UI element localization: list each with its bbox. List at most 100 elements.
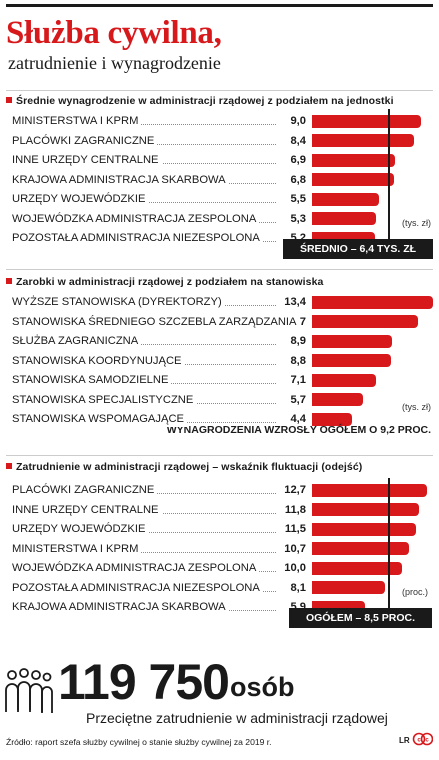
bar-row: URZĘDY WOJEWÓDZKIE 5,5 [12,191,306,207]
category-label: KRAJOWA ADMINISTRACJA SKARBOWA [12,599,229,615]
section-title-text: Zatrudnienie w administracji rządowej – … [16,461,363,473]
category-label: POZOSTAŁA ADMINISTRACJA NIEZESPOLONA [12,579,263,596]
category-label: KRAJOWA ADMINISTRACJA SKARBOWA [12,171,229,188]
value-label: 13,4 [284,296,306,308]
bar-row: STANOWISKA KOORDYNUJĄCE 8,8 [12,352,306,369]
publisher-logo: LR c c [399,732,433,746]
category-label: STANOWISKA SAMODZIELNE [12,372,172,388]
employment-unit: osób [230,672,295,702]
category-label: STANOWISKA WSPOMAGAJĄCE [12,411,187,427]
red-square-marker [6,97,12,103]
unit-label: (proc.) [402,587,429,597]
bar [312,503,419,516]
value-label: 12,7 [284,484,306,496]
unit-label: (tys. zł) [402,218,431,228]
category-label: INNE URZĘDY CENTRALNE [12,152,162,168]
source-note: Źródło: raport szefa służby cywilnej o s… [6,737,272,747]
value-label: 11,5 [284,523,306,535]
bar [312,212,377,225]
reference-line [388,109,391,241]
bar-row: STANOWISKA WSPOMAGAJĄCE 4,4 [12,411,306,427]
section-rule [6,90,433,91]
bar-row: PLACÓWKI ZAGRANICZNE 12,7 [12,482,306,498]
section-title-text: Zarobki w administracji rządowej z podzi… [16,276,324,288]
bar-row: STANOWISKA SAMODZIELNE 7,1 [12,372,306,388]
bar-row: PLACÓWKI ZAGRANICZNE 8,4 [12,132,306,149]
unit-label: (tys. zł) [402,402,431,412]
value-label: 10,0 [284,562,306,574]
value-label: 7,1 [290,374,306,386]
svg-text:c: c [425,738,429,744]
category-label: WOJEWÓDZKA ADMINISTRACJA ZESPOLONA [12,560,260,576]
value-label: 8,4 [290,134,306,147]
bar-row: WOJEWÓDZKA ADMINISTRACJA ZESPOLONA 10,0 [12,560,306,576]
bar [312,354,392,367]
category-label: PLACÓWKI ZAGRANICZNE [12,132,158,149]
cc-by-icon: c c [412,732,433,746]
category-label: WOJEWÓDZKA ADMINISTRACJA ZESPOLONA [12,210,260,227]
bar [312,412,352,426]
bar [312,153,396,167]
category-label: STANOWISKA SPECJALISTYCZNE [12,391,197,408]
logo-letters: LR [399,736,410,745]
bar [312,192,379,206]
bar-row: KRAJOWA ADMINISTRACJA SKARBOWA 6,8 [12,171,306,188]
reference-line [387,478,390,610]
bar-row: STANOWISKA SPECJALISTYCZNE 5,7 [12,391,306,408]
category-label: INNE URZĘDY CENTRALNE [12,501,162,518]
category-label: POZOSTAŁA ADMINISTRACJA NIEZESPOLONA [12,230,263,246]
bar [312,114,421,128]
bar-row: POZOSTAŁA ADMINISTRACJA NIEZESPOLONA 8,1 [12,579,306,596]
category-label: MINISTERSTWA I KPRM [12,113,142,129]
category-label: SŁUŻBA ZAGRANICZNA [12,333,142,349]
section-title: Średnie wynagrodzenie w administracji rz… [6,95,433,107]
section-rule [6,455,433,456]
bar [312,522,416,536]
reference-label: OGÓŁEM – 8,5 PROC. [289,608,432,628]
bar [312,173,395,186]
top-rule [6,4,433,7]
bar-row: URZĘDY WOJEWÓDZKIE 11,5 [12,521,306,537]
bar [312,542,409,555]
svg-text:c: c [417,738,421,744]
bar [312,334,393,348]
category-label: URZĘDY WOJEWÓDZKIE [12,521,149,537]
category-label: URZĘDY WOJEWÓDZKIE [12,191,149,207]
value-label: 11,8 [284,503,306,516]
bar [312,134,414,147]
reference-label: ŚREDNIO – 6,4 TYS. ZŁ [283,239,433,259]
bar-row: STANOWISKA ŚREDNIEGO SZCZEBLA ZARZĄDZANI… [12,313,306,330]
bar-row: POZOSTAŁA ADMINISTRACJA NIEZESPOLONA 5,2 [12,230,306,246]
people-icon [5,668,53,713]
bar-row: INNE URZĘDY CENTRALNE 6,9 [12,152,306,168]
value-label: 9,0 [290,115,306,127]
bar [312,393,364,406]
category-label: STANOWISKA ŚREDNIEGO SZCZEBLA ZARZĄDZANI… [12,313,300,330]
bar [312,581,386,594]
bar-row: SŁUŻBA ZAGRANICZNA 8,9 [12,333,306,349]
value-label: 8,1 [290,581,306,594]
summary-note: WYNAGRODZENIA WZROSŁY OGÓŁEM O 9,2 PROC. [166,424,431,436]
bar [312,483,427,497]
bar-row: WYŻSZE STANOWISKA (DYREKTORZY) 13,4 [12,294,306,310]
page-subtitle: zatrudnienie i wynagrodzenie [8,53,221,73]
section-title-text: Średnie wynagrodzenie w administracji rz… [16,95,394,107]
section-title: Zarobki w administracji rządowej z podzi… [6,276,433,288]
employment-description: Przeciętne zatrudnienie w administracji … [86,710,388,726]
category-label: WYŻSZE STANOWISKA (DYREKTORZY) [12,294,225,310]
value-label: 4,4 [290,413,306,425]
bar-row: INNE URZĘDY CENTRALNE 11,8 [12,501,306,518]
leader-dots [12,551,276,553]
value-label: 5,7 [290,393,306,406]
value-label: 5,3 [290,212,306,225]
value-label: 6,9 [290,154,306,166]
value-label: 8,8 [290,354,306,367]
bar-row: WOJEWÓDZKA ADMINISTRACJA ZESPOLONA 5,3 [12,210,306,227]
bar-row: MINISTERSTWA I KPRM 10,7 [12,540,306,557]
bar [312,561,403,575]
employment-number: 119 750 [58,654,230,710]
section-rule [6,269,433,270]
bar [312,315,418,328]
red-square-marker [6,278,12,284]
value-label: 10,7 [284,542,306,555]
